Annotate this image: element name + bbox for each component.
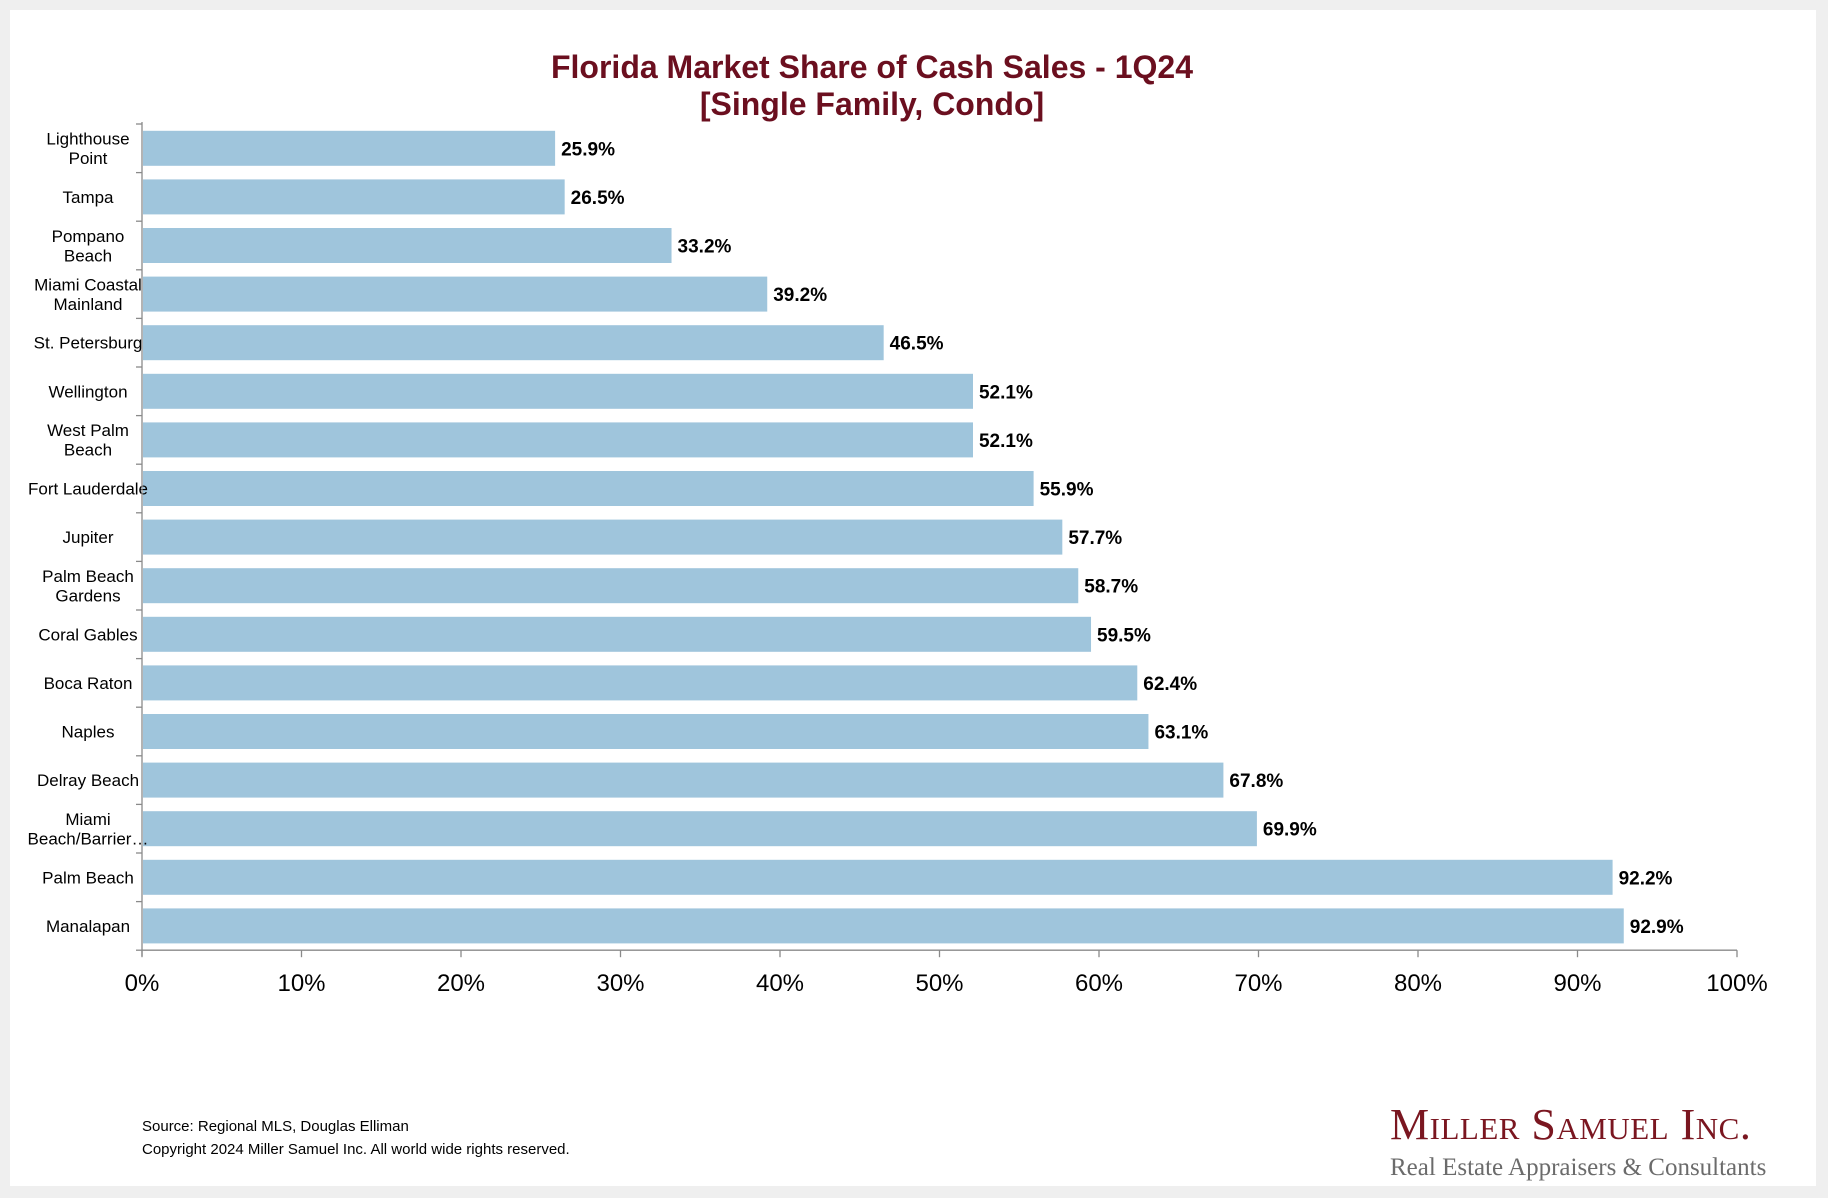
bar-value-label: 59.5% xyxy=(1097,625,1151,646)
chart-frame: Florida Market Share of Cash Sales - 1Q2… xyxy=(10,10,1816,1186)
category-label-line: Boca Raton xyxy=(44,674,133,693)
category-label: Lighthouse Point xyxy=(46,130,129,169)
category-label: Palm Beach Gardens xyxy=(42,567,134,606)
category-label-line: Palm Beach xyxy=(42,868,134,887)
category-label-line: St. Petersburg xyxy=(34,334,143,353)
category-label-line: Wellington xyxy=(48,382,127,401)
bar xyxy=(143,422,973,458)
category-label: Wellington xyxy=(48,382,127,401)
bar xyxy=(143,616,1092,652)
category-label-line: Miami xyxy=(65,810,110,829)
category-label-line: Coral Gables xyxy=(38,625,137,644)
bar-value-label: 62.4% xyxy=(1143,674,1197,695)
category-label: Pompano Beach xyxy=(52,227,125,266)
category-label: Coral Gables xyxy=(38,625,137,644)
category-label: Miami Coastal Mainland xyxy=(34,275,142,314)
bar-value-label: 26.5% xyxy=(571,188,625,209)
category-label-line: Beach/Barrier… xyxy=(28,829,149,848)
category-label-line: Tampa xyxy=(62,188,114,207)
bar-value-label: 55.9% xyxy=(1040,480,1094,501)
bar xyxy=(143,714,1149,749)
category-label: West Palm Beach xyxy=(47,421,129,460)
bar xyxy=(143,762,1224,798)
category-label: Palm Beach xyxy=(42,868,134,887)
bar xyxy=(143,276,768,312)
bar-value-label: 52.1% xyxy=(979,431,1033,452)
category-label-line: Lighthouse xyxy=(46,130,129,149)
category-label-line: Beach xyxy=(64,441,112,460)
category-label: Delray Beach xyxy=(37,771,139,790)
chart-title-line-1: Florida Market Share of Cash Sales - 1Q2… xyxy=(551,49,1193,85)
category-label-line: Naples xyxy=(62,723,115,742)
chart-title-line-2: [Single Family, Condo] xyxy=(700,86,1044,122)
bar-value-label: 63.1% xyxy=(1154,723,1208,744)
x-tick-label: 90% xyxy=(1553,970,1601,997)
bar-chart: Florida Market Share of Cash Sales - 1Q2… xyxy=(28,49,1768,997)
bar xyxy=(143,130,556,166)
category-label-line: Beach xyxy=(64,246,112,265)
bar-value-label: 92.9% xyxy=(1630,917,1684,938)
bar-value-label: 52.1% xyxy=(979,382,1033,403)
category-label: Boca Raton xyxy=(44,674,133,693)
source-note: Source: Regional MLS, Douglas Elliman xyxy=(142,1118,409,1135)
category-label-line: Palm Beach xyxy=(42,567,134,586)
category-label-line: Miami Coastal xyxy=(34,275,142,294)
x-tick-label: 10% xyxy=(277,970,325,997)
bar xyxy=(143,373,973,409)
bar-value-label: 58.7% xyxy=(1084,577,1138,598)
category-label-line: Pompano xyxy=(52,227,125,246)
category-label-line: Fort Lauderdale xyxy=(28,480,148,499)
bar-value-label: 39.2% xyxy=(773,285,827,306)
category-label-line: Point xyxy=(69,149,108,168)
x-tick-label: 70% xyxy=(1234,970,1282,997)
bar xyxy=(143,665,1138,701)
category-label: Naples xyxy=(62,723,115,742)
x-tick-label: 50% xyxy=(915,970,963,997)
category-label: Manalapan xyxy=(46,917,130,936)
x-tick-label: 80% xyxy=(1394,970,1442,997)
category-label: Tampa xyxy=(62,188,114,207)
category-label-line: Jupiter xyxy=(62,528,113,547)
bar xyxy=(143,471,1034,506)
bar-value-label: 92.2% xyxy=(1619,868,1673,889)
category-label-line: West Palm xyxy=(47,421,129,440)
x-tick-label: 40% xyxy=(756,970,804,997)
bar xyxy=(143,568,1079,604)
brand-logo: Miller Samuel Inc. Real Estate Appraiser… xyxy=(1390,1102,1770,1184)
bar xyxy=(143,325,884,361)
bar-value-label: 57.7% xyxy=(1068,528,1122,549)
x-tick-label: 100% xyxy=(1706,970,1767,997)
brand-name: Miller Samuel Inc. xyxy=(1390,1100,1752,1149)
bar-value-label: 69.9% xyxy=(1263,820,1317,841)
x-tick-label: 20% xyxy=(437,970,485,997)
bar xyxy=(143,228,672,263)
category-label: St. Petersburg xyxy=(34,334,143,353)
category-label-line: Mainland xyxy=(54,295,123,314)
bar xyxy=(143,859,1613,895)
x-tick-label: 0% xyxy=(125,970,160,997)
x-tick-label: 30% xyxy=(596,970,644,997)
bar xyxy=(143,908,1624,944)
bar-value-label: 33.2% xyxy=(678,237,732,258)
copyright-note: Copyright 2024 Miller Samuel Inc. All wo… xyxy=(142,1141,570,1158)
bar xyxy=(143,179,565,215)
category-label-line: Delray Beach xyxy=(37,771,139,790)
category-label: Fort Lauderdale xyxy=(28,480,148,499)
category-label-line: Gardens xyxy=(55,586,120,605)
category-label: Jupiter xyxy=(62,528,113,547)
bar xyxy=(143,811,1257,847)
bar xyxy=(143,519,1063,555)
category-label: Miami Beach/Barrier… xyxy=(28,810,149,849)
bar-value-label: 25.9% xyxy=(561,139,615,160)
brand-tagline: Real Estate Appraisers & Consultants xyxy=(1390,1154,1767,1181)
category-label-line: Manalapan xyxy=(46,917,130,936)
x-tick-label: 60% xyxy=(1075,970,1123,997)
bar-value-label: 46.5% xyxy=(890,334,944,355)
bar-value-label: 67.8% xyxy=(1229,771,1283,792)
